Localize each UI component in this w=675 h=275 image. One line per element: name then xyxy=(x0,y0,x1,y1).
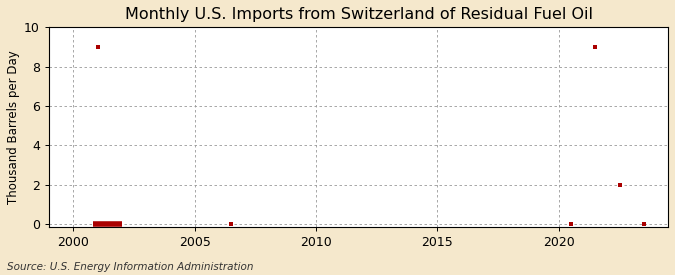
Point xyxy=(639,222,649,226)
Text: Source: U.S. Energy Information Administration: Source: U.S. Energy Information Administ… xyxy=(7,262,253,272)
Point xyxy=(566,222,576,226)
Point xyxy=(225,222,236,226)
Point xyxy=(92,45,103,49)
Y-axis label: Thousand Barrels per Day: Thousand Barrels per Day xyxy=(7,50,20,204)
Title: Monthly U.S. Imports from Switzerland of Residual Fuel Oil: Monthly U.S. Imports from Switzerland of… xyxy=(124,7,593,22)
Point xyxy=(614,182,625,187)
Point xyxy=(590,45,601,49)
